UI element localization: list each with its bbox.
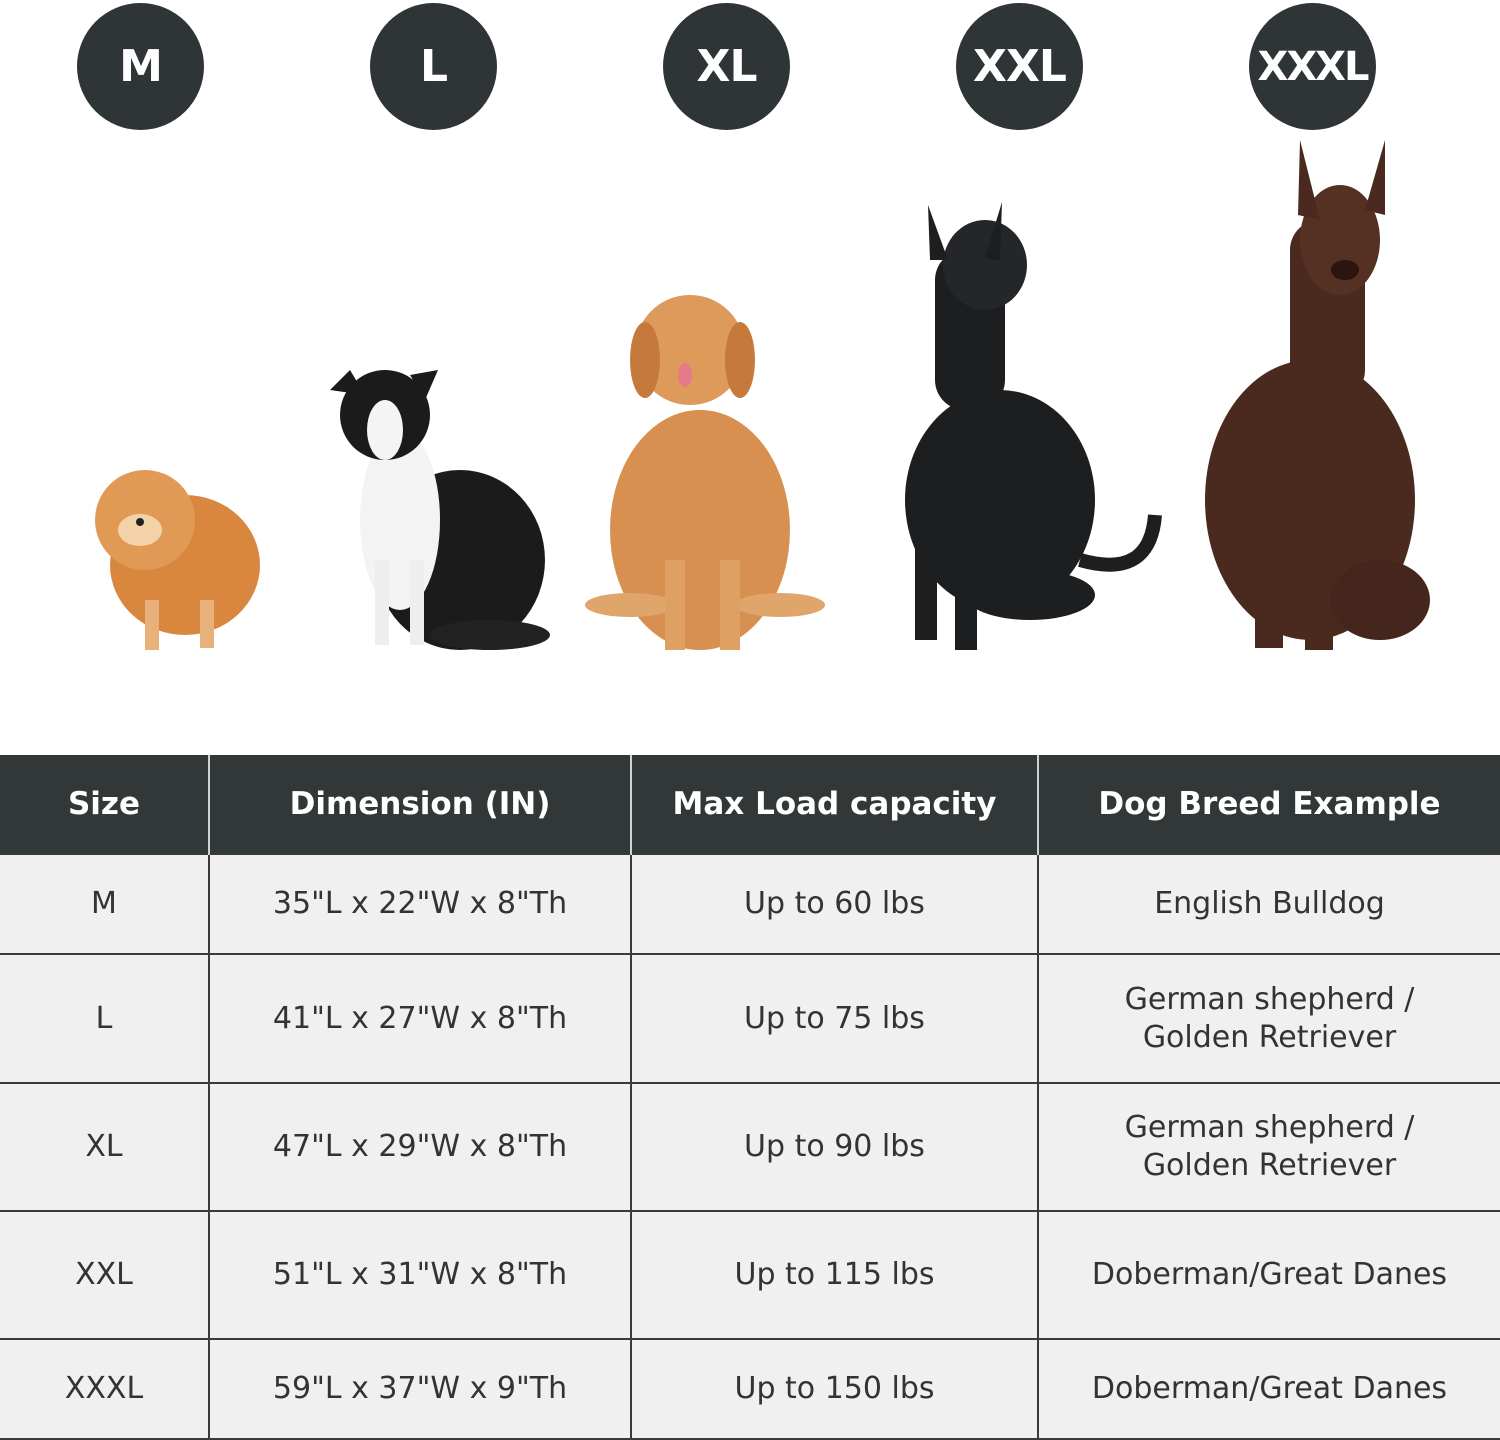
header-size: Size: [0, 755, 209, 854]
cell-dimension: 51"L x 31"W x 8"Th: [208, 1210, 632, 1340]
size-badge-xxxl: XXXL: [1249, 3, 1376, 130]
table-header-row: Size Dimension (IN) Max Load capacity Do…: [0, 755, 1500, 854]
size-chart-table: Size Dimension (IN) Max Load capacity Do…: [0, 755, 1500, 1440]
header-breed: Dog Breed Example: [1037, 755, 1500, 854]
cell-size: XXL: [0, 1210, 210, 1340]
doberman-image: [1205, 140, 1430, 650]
golden-retriever-image: [585, 295, 825, 650]
cell-dimension: 59"L x 37"W x 9"Th: [208, 1338, 632, 1440]
cell-max-load: Up to 60 lbs: [630, 853, 1039, 955]
cell-size: XL: [0, 1082, 210, 1212]
size-badge-xxl: XXL: [956, 3, 1083, 130]
great-dane-image: [905, 202, 1162, 650]
table-row: XXXL 59"L x 37"W x 9"Th Up to 150 lbs Do…: [0, 1338, 1500, 1440]
cell-max-load: Up to 75 lbs: [630, 953, 1039, 1084]
header-dimension: Dimension (IN): [208, 755, 631, 854]
border-collie-image: [330, 370, 550, 650]
cell-dimension: 47"L x 29"W x 8"Th: [208, 1082, 632, 1212]
cell-max-load: Up to 150 lbs: [630, 1338, 1039, 1440]
cell-dimension: 41"L x 27"W x 8"Th: [208, 953, 632, 1084]
cell-breed: Doberman/Great Danes: [1037, 1210, 1500, 1340]
cell-size: XXXL: [0, 1338, 210, 1440]
cell-dimension: 35"L x 22"W x 8"Th: [208, 853, 632, 955]
pomeranian-image: [95, 470, 260, 650]
cell-breed: English Bulldog: [1037, 853, 1500, 955]
table-row: XXL 51"L x 31"W x 8"Th Up to 115 lbs Dob…: [0, 1210, 1500, 1340]
cell-max-load: Up to 90 lbs: [630, 1082, 1039, 1212]
cell-breed: German shepherd / Golden Retriever: [1037, 953, 1500, 1084]
cell-breed: German shepherd / Golden Retriever: [1037, 1082, 1500, 1212]
cell-size: M: [0, 853, 210, 955]
size-badge-l: L: [370, 3, 497, 130]
cell-size: L: [0, 953, 210, 1084]
dog-photos: [95, 140, 1430, 650]
size-badge-m: M: [77, 3, 204, 130]
cell-breed: Doberman/Great Danes: [1037, 1338, 1500, 1440]
cell-max-load: Up to 115 lbs: [630, 1210, 1039, 1340]
size-badge-xl: XL: [663, 3, 790, 130]
header-max-load: Max Load capacity: [630, 755, 1038, 854]
table-row: L 41"L x 27"W x 8"Th Up to 75 lbs German…: [0, 953, 1500, 1084]
table-row: M 35"L x 22"W x 8"Th Up to 60 lbs Englis…: [0, 853, 1500, 955]
table-row: XL 47"L x 29"W x 8"Th Up to 90 lbs Germa…: [0, 1082, 1500, 1212]
